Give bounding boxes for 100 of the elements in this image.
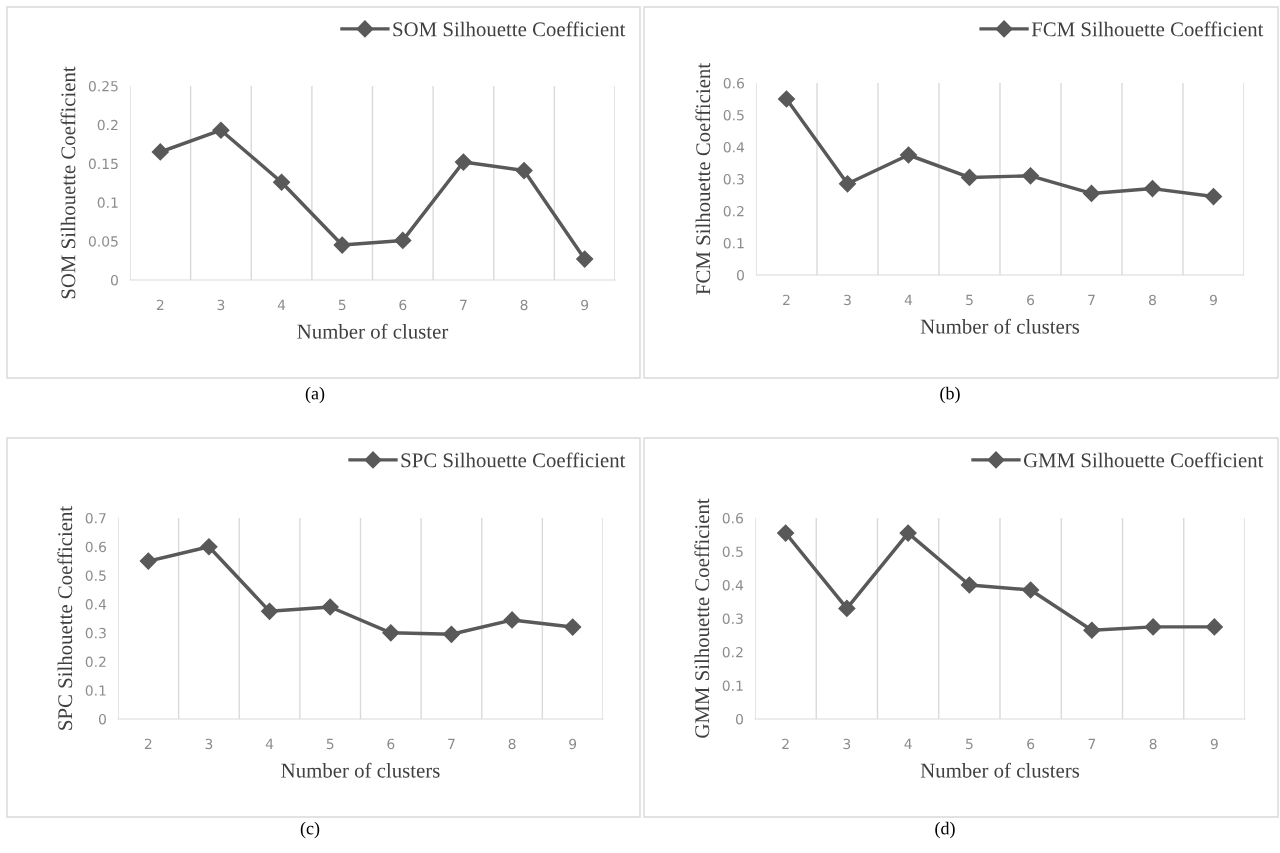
point [1205,618,1223,636]
x-axis-title: Number of clusters [920,318,1080,334]
y-tick-label: 0.4 [722,579,744,591]
point [899,146,918,164]
point [576,250,594,268]
x-axis-title: Number of clusters [920,762,1080,778]
y-axis-title: GMM Silhouette Coefficient [694,498,710,738]
point [1021,167,1040,185]
point [151,143,169,161]
y-tick-label: 0 [736,269,744,281]
point [261,602,279,620]
point [838,599,856,618]
y-tick-label: 0.7 [85,512,106,524]
y-tick-label: 0.05 [88,236,118,247]
point [200,538,218,556]
x-tick-label: 2 [144,738,152,749]
point [515,162,533,180]
y-tick-label: 0.5 [722,546,743,557]
point [899,524,917,542]
point [777,524,795,542]
point [503,611,521,629]
y-tick-label: 0.6 [723,77,745,89]
point [960,576,978,594]
x-tick-label: 3 [843,738,851,750]
x-tick-label: 9 [1210,738,1218,750]
y-tick-label: 0.5 [723,109,744,121]
y-tick-label: 0 [98,713,106,725]
y-tick-label: 0.2 [85,656,106,668]
y-tick-label: 0.1 [723,237,744,249]
legend-label: FCM Silhouette Coefficient [1031,21,1264,37]
y-tick-label: 0.6 [722,512,744,524]
point [382,624,400,642]
point [394,231,412,249]
text: (d) [935,821,955,839]
y-axis-title: SPC Silhouette Coefficient [57,505,73,730]
point [1082,184,1101,202]
y-tick-label: 0 [110,274,118,286]
x-tick-label: 6 [1027,738,1035,750]
point [1022,581,1040,599]
x-tick-label: 4 [265,738,274,749]
y-tick-label: 0.1 [722,680,743,691]
x-tick-label: 8 [1149,294,1156,306]
point [1204,188,1223,206]
point [321,598,339,616]
x-tick-label: 5 [338,299,346,311]
legend-label: GMM Silhouette Coefficient [1023,452,1264,468]
x-tick-label: 6 [1027,294,1035,306]
x-tick-label: 6 [387,738,395,750]
x-tick-label: 9 [1209,294,1217,306]
x-tick-label: 7 [1088,294,1095,305]
y-tick-label: 0.4 [85,599,107,610]
y-tick-label: 0 [735,713,743,725]
text: (a) [305,386,325,404]
x-tick-label: 5 [966,294,973,306]
y-tick-label: 0.3 [722,613,743,624]
point [139,552,157,570]
x-tick-label: 5 [326,738,334,750]
x-tick-label: 3 [844,294,851,306]
x-tick-label: 7 [448,738,455,749]
x-axis-title: Number of cluster [297,323,449,339]
point [777,90,796,108]
x-tick-label: 7 [460,299,467,310]
text: (c) [300,821,320,839]
x-tick-label: 9 [581,299,589,311]
x-tick-label: 7 [1088,738,1096,749]
x-tick-label: 3 [217,299,225,311]
x-tick-label: 5 [966,738,973,750]
point [454,153,472,171]
y-axis-title: SOM Silhouette Coefficient [60,66,76,299]
y-tick-label: 0.1 [85,685,106,696]
y-tick-label: 0.3 [723,173,744,185]
x-axis-title: Number of clusters [281,762,440,778]
legend-label: SPC Silhouette Coefficient [401,452,626,468]
x-tick-label: 2 [782,738,789,749]
x-tick-label: 8 [520,299,528,311]
point [273,173,291,191]
y-axis-title: FCM Silhouette Coefficient [695,63,711,295]
point [564,618,582,636]
point [442,625,460,643]
x-tick-label: 8 [1149,738,1157,750]
y-tick-label: 0.3 [85,627,106,639]
x-tick-label: 2 [156,299,164,310]
point [212,121,230,139]
x-tick-label: 4 [277,299,286,310]
y-tick-label: 0.4 [723,141,745,153]
y-tick-label: 0.2 [97,119,118,131]
point [838,175,857,193]
point [1143,180,1162,198]
y-tick-label: 0.25 [88,80,118,92]
y-tick-label: 0.15 [88,158,118,170]
legend-label: SOM Silhouette Coefficient [393,21,626,37]
x-tick-label: 4 [904,294,913,305]
point [1144,618,1162,636]
y-tick-label: 0.1 [97,197,118,208]
x-tick-label: 3 [205,738,213,750]
y-tick-label: 0.5 [85,570,106,581]
y-tick-label: 0.6 [85,541,107,553]
x-tick-label: 8 [508,738,516,750]
point [960,168,979,186]
y-tick-label: 0.2 [723,205,744,217]
